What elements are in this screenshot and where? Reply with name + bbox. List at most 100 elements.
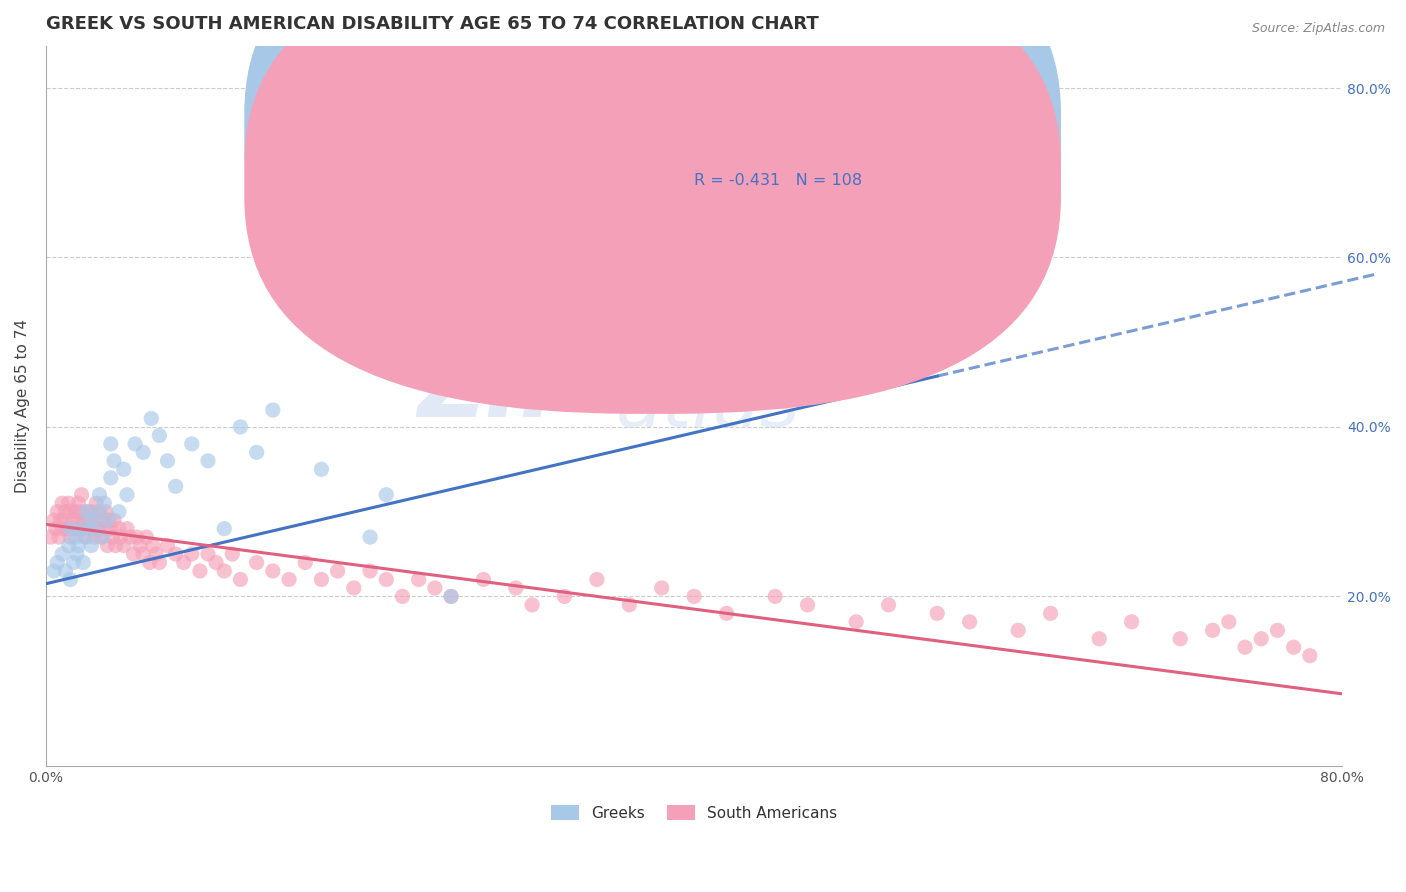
Point xyxy=(845,615,868,629)
Point xyxy=(716,607,738,621)
Point xyxy=(145,547,167,561)
Point xyxy=(122,547,145,561)
Point xyxy=(98,513,121,527)
Point xyxy=(1267,624,1289,638)
Point xyxy=(70,522,93,536)
Point xyxy=(472,573,495,587)
Point xyxy=(48,530,70,544)
Point xyxy=(59,530,82,544)
Point xyxy=(58,496,80,510)
Point xyxy=(311,573,333,587)
Point xyxy=(39,530,62,544)
Point xyxy=(311,462,333,476)
Point xyxy=(73,530,96,544)
Point xyxy=(77,513,100,527)
Point xyxy=(76,505,98,519)
Point xyxy=(59,505,82,519)
Point xyxy=(90,530,112,544)
Point xyxy=(93,496,115,510)
Point xyxy=(148,428,170,442)
Point xyxy=(51,547,73,561)
Point xyxy=(197,454,219,468)
Point xyxy=(763,590,786,604)
Point xyxy=(112,462,135,476)
Point xyxy=(1250,632,1272,646)
Point xyxy=(42,564,65,578)
Point xyxy=(1234,640,1257,655)
Point xyxy=(156,454,179,468)
Point xyxy=(45,522,67,536)
Point xyxy=(108,522,131,536)
Point xyxy=(1201,624,1223,638)
Text: Source: ZipAtlas.com: Source: ZipAtlas.com xyxy=(1251,22,1385,36)
Point xyxy=(619,598,641,612)
Point xyxy=(108,505,131,519)
Point xyxy=(440,590,463,604)
Point xyxy=(520,598,543,612)
Point xyxy=(79,522,101,536)
Point xyxy=(84,496,107,510)
Point xyxy=(651,581,673,595)
Point xyxy=(796,598,818,612)
Point xyxy=(96,513,118,527)
Text: atlas: atlas xyxy=(616,368,801,442)
Point xyxy=(343,581,366,595)
Point xyxy=(55,564,77,578)
Point xyxy=(619,251,641,265)
Point xyxy=(42,513,65,527)
Point xyxy=(67,539,90,553)
Point xyxy=(89,488,111,502)
Point xyxy=(112,539,135,553)
Point xyxy=(132,445,155,459)
Point xyxy=(423,581,446,595)
Point xyxy=(188,564,211,578)
Point xyxy=(52,513,75,527)
Point xyxy=(205,556,228,570)
Point xyxy=(83,522,105,536)
Point xyxy=(46,505,69,519)
Point xyxy=(505,581,527,595)
Point xyxy=(91,513,114,527)
Point xyxy=(586,573,609,587)
Point xyxy=(82,513,104,527)
Point xyxy=(67,496,90,510)
Point xyxy=(212,522,235,536)
Point xyxy=(278,573,301,587)
Point xyxy=(115,522,138,536)
Point xyxy=(91,530,114,544)
Point xyxy=(1218,615,1240,629)
Point xyxy=(520,208,543,222)
Point xyxy=(59,522,82,536)
Point xyxy=(1299,648,1322,663)
Point xyxy=(959,615,981,629)
Point xyxy=(125,530,148,544)
Point xyxy=(63,505,86,519)
Point xyxy=(101,530,124,544)
Point xyxy=(110,530,132,544)
Point xyxy=(229,573,252,587)
Point xyxy=(180,547,202,561)
Y-axis label: Disability Age 65 to 74: Disability Age 65 to 74 xyxy=(15,318,30,492)
Point xyxy=(229,420,252,434)
Point xyxy=(103,454,125,468)
Point xyxy=(359,530,381,544)
Point xyxy=(87,522,110,536)
Point xyxy=(100,437,122,451)
Point xyxy=(59,573,82,587)
Point xyxy=(148,556,170,570)
Point xyxy=(877,598,900,612)
Point xyxy=(89,505,111,519)
Point xyxy=(553,590,575,604)
Text: R = -0.431   N = 108: R = -0.431 N = 108 xyxy=(695,173,862,188)
Point xyxy=(115,488,138,502)
Point xyxy=(699,310,721,324)
Point xyxy=(103,513,125,527)
Point xyxy=(165,479,187,493)
Point xyxy=(927,607,949,621)
Text: GREEK VS SOUTH AMERICAN DISABILITY AGE 65 TO 74 CORRELATION CHART: GREEK VS SOUTH AMERICAN DISABILITY AGE 6… xyxy=(46,15,818,33)
FancyBboxPatch shape xyxy=(245,0,1062,363)
Point xyxy=(104,539,127,553)
Point xyxy=(60,522,83,536)
Point xyxy=(51,522,73,536)
Point xyxy=(375,488,398,502)
